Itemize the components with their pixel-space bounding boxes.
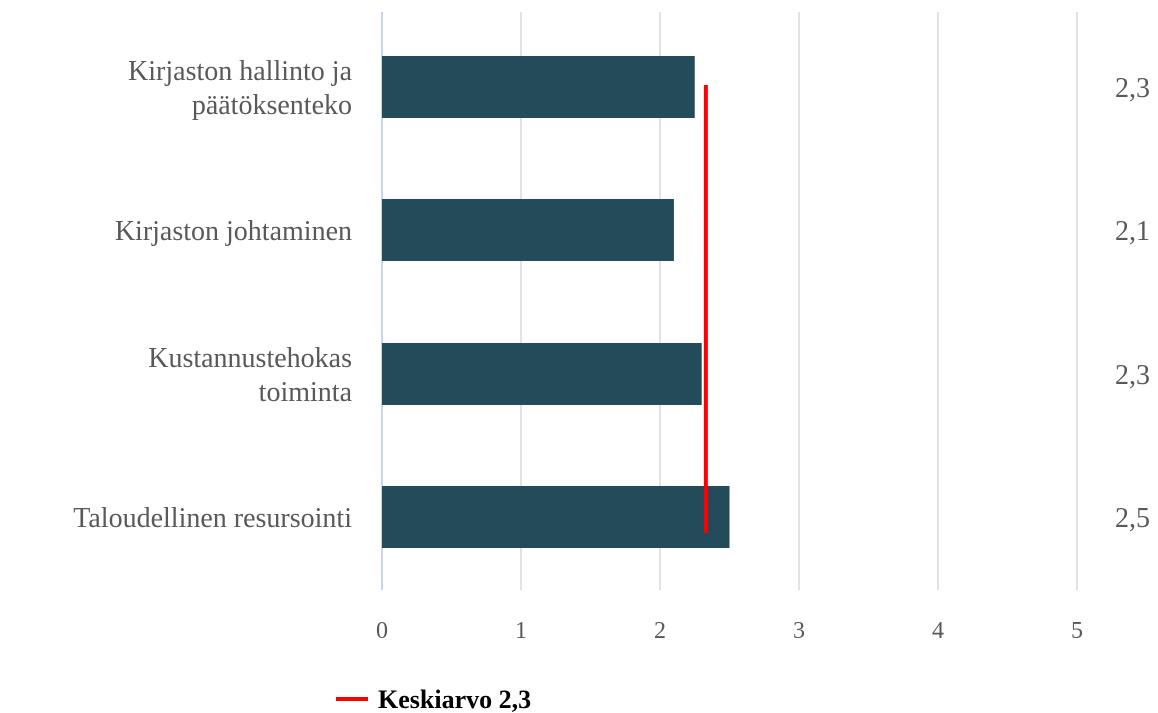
legend-label: Keskiarvo 2,3 [378,685,531,713]
x-tick-label: 5 [1071,618,1083,644]
value-label: 2,3 [1115,73,1150,104]
category-label: toiminta [259,377,353,408]
value-labels: 2,3 2,1 2,3 2,5 [1115,73,1150,534]
x-tick-label: 3 [793,618,805,644]
category-label: Kirjaston hallinto ja [128,56,353,87]
category-label: Kirjaston johtaminen [115,216,352,247]
value-label: 2,1 [1115,216,1150,247]
bar [382,199,674,261]
bar [382,56,695,118]
bar [382,486,730,548]
x-tick-label: 0 [376,618,388,644]
value-label: 2,5 [1115,503,1150,534]
x-tick-label: 2 [654,618,666,644]
category-label: Taloudellinen resursointi [73,503,352,534]
category-label: päätöksenteko [192,90,352,121]
value-label: 2,3 [1115,360,1150,391]
bar [382,343,702,405]
x-axis-ticks: 0 1 2 3 4 5 [376,618,1083,644]
bars [382,56,730,548]
legend: Keskiarvo 2,3 [336,685,531,713]
category-label: Kustannustehokas [148,343,352,374]
x-tick-label: 1 [515,618,527,644]
x-tick-label: 4 [932,618,944,644]
